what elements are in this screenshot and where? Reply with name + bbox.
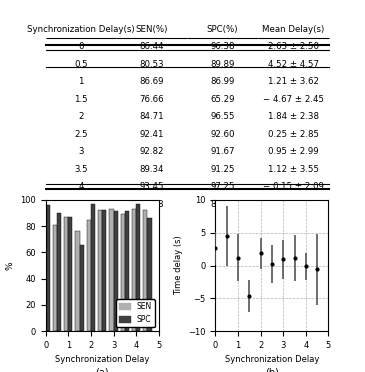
Bar bbox=[46, 205, 50, 331]
Bar bbox=[91, 205, 95, 331]
X-axis label: Synchronization Delay: Synchronization Delay bbox=[225, 355, 319, 364]
Bar bbox=[64, 217, 68, 331]
Text: (b): (b) bbox=[265, 368, 279, 372]
Bar bbox=[57, 213, 61, 331]
Bar bbox=[53, 225, 57, 331]
Bar bbox=[121, 214, 125, 331]
Bar bbox=[132, 209, 136, 331]
Bar bbox=[143, 210, 147, 331]
Bar bbox=[87, 220, 91, 331]
Bar bbox=[68, 217, 72, 331]
Y-axis label: Time delay (s): Time delay (s) bbox=[174, 235, 182, 295]
Bar bbox=[147, 218, 151, 331]
Bar bbox=[110, 209, 114, 331]
Bar bbox=[98, 210, 102, 331]
Bar bbox=[42, 218, 46, 331]
Bar bbox=[125, 211, 129, 331]
Bar bbox=[80, 246, 84, 331]
X-axis label: Synchronization Delay: Synchronization Delay bbox=[55, 355, 149, 364]
Text: (a): (a) bbox=[95, 368, 109, 372]
Bar bbox=[102, 210, 106, 331]
Bar bbox=[114, 211, 118, 331]
Legend: SEN, SPC: SEN, SPC bbox=[116, 299, 155, 327]
Bar bbox=[76, 231, 80, 331]
Bar bbox=[136, 203, 140, 331]
Y-axis label: %: % bbox=[5, 261, 15, 270]
